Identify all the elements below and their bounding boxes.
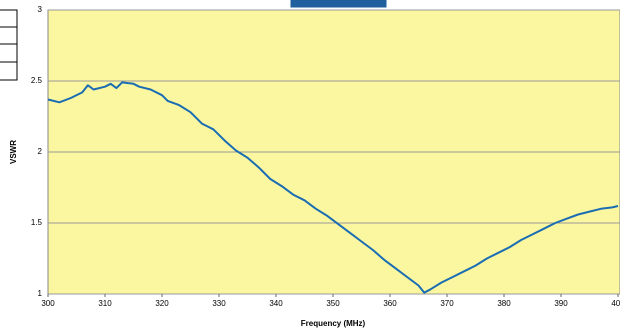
y-axis-label: VSWR bbox=[9, 140, 18, 164]
x-tick-label: 370 bbox=[440, 299, 454, 308]
x-tick-label: 340 bbox=[269, 299, 283, 308]
x-tick-label: 330 bbox=[212, 299, 226, 308]
x-tick-label: 400 bbox=[611, 299, 620, 308]
data-line bbox=[47, 81, 619, 294]
table-fragment bbox=[0, 9, 18, 81]
y-tick-label: 3 bbox=[38, 5, 43, 14]
x-tick-label: 380 bbox=[497, 299, 511, 308]
x-tick-label: 360 bbox=[383, 299, 397, 308]
x-tick-label: 390 bbox=[554, 299, 568, 308]
x-tick-label: 350 bbox=[326, 299, 340, 308]
y-tick-label: 1 bbox=[38, 289, 43, 298]
title-box bbox=[289, 0, 388, 9]
x-tick-label: 320 bbox=[155, 299, 169, 308]
y-tick-label: 2 bbox=[38, 147, 43, 156]
x-tick-label: 300 bbox=[41, 299, 55, 308]
y-tick-label: 1.5 bbox=[31, 218, 43, 227]
x-tick-label: 310 bbox=[98, 299, 112, 308]
y-tick-label: 2.5 bbox=[31, 76, 43, 85]
x-axis-label: Frequency (MHz) bbox=[301, 319, 366, 328]
